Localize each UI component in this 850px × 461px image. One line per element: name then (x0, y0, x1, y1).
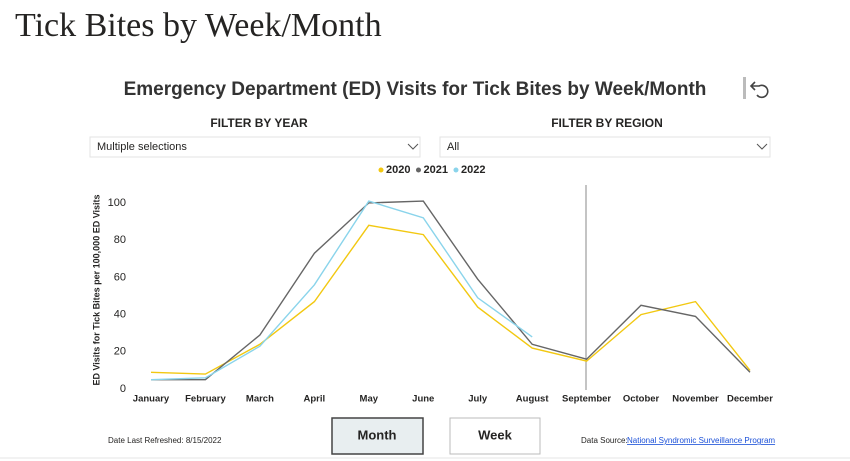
reset-icon[interactable] (743, 77, 769, 99)
filter-label: FILTER BY REGION (551, 116, 663, 130)
legend-dot (378, 167, 384, 173)
page-title: Tick Bites by Week/Month (15, 7, 382, 44)
icon-bar (743, 77, 746, 99)
button-box (449, 417, 541, 455)
dropdown-box (439, 136, 771, 158)
legend-dot (453, 167, 459, 173)
button-label: Week (478, 427, 512, 442)
x-tick-label: February (185, 394, 226, 405)
x-tick-label: January (133, 394, 170, 405)
refresh-date: Date Last Refreshed: 8/15/2022 (108, 436, 222, 445)
source-link[interactable]: National Syndromic Surveillance Program (627, 436, 775, 445)
x-tick-label: November (672, 394, 719, 405)
legend-label: 2021 (423, 164, 447, 176)
x-tick-label: October (623, 394, 660, 405)
y-axis-label: ED Visits for Tick Bites per 100,000 ED … (91, 194, 101, 385)
x-tick-label: September (562, 394, 611, 405)
x-tick-label: June (412, 394, 434, 405)
y-tick-label: 80 (114, 234, 126, 246)
chevron (407, 143, 419, 150)
dropdown-value: Multiple selections (97, 141, 187, 153)
dropdown-value: All (447, 141, 459, 153)
x-tick-label: March (246, 394, 274, 405)
dropdown[interactable]: Multiple selections (89, 136, 421, 158)
filter-label: FILTER BY YEAR (210, 116, 308, 130)
x-tick-label: May (360, 394, 379, 405)
x-tick-label: August (516, 394, 550, 405)
legend-label: 2022 (461, 164, 485, 176)
button-box (331, 417, 424, 455)
icon-arrow (749, 81, 769, 99)
button-label: Month (358, 427, 397, 442)
x-tick-label: December (727, 394, 773, 405)
series-line (151, 200, 751, 381)
y-tick-label: 100 (108, 197, 126, 209)
series-line (150, 200, 533, 381)
chart-title: Emergency Department (ED) Visits for Tic… (124, 79, 707, 100)
y-tick-label: 0 (120, 383, 126, 395)
series-line (150, 224, 751, 375)
source-label: Data Source: (581, 436, 628, 445)
dropdown[interactable]: All (439, 136, 771, 158)
chevron (756, 143, 768, 150)
button[interactable]: Week (449, 417, 541, 455)
legend-dot (415, 167, 421, 173)
legend-label: 2020 (386, 164, 410, 176)
button[interactable]: Month (331, 417, 424, 455)
dropdown-box (89, 136, 421, 158)
x-tick-label: July (468, 394, 488, 405)
x-tick-label: April (304, 394, 326, 405)
y-tick-label: 60 (114, 271, 126, 283)
y-tick-label: 40 (114, 308, 126, 320)
y-tick-label: 20 (114, 346, 126, 358)
